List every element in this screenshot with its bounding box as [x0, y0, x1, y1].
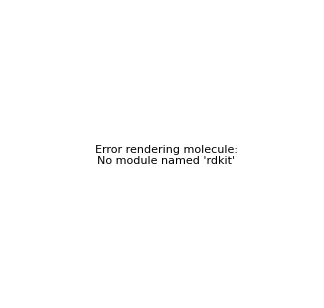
Text: Error rendering molecule:
No module named 'rdkit': Error rendering molecule: No module name…	[95, 145, 237, 166]
